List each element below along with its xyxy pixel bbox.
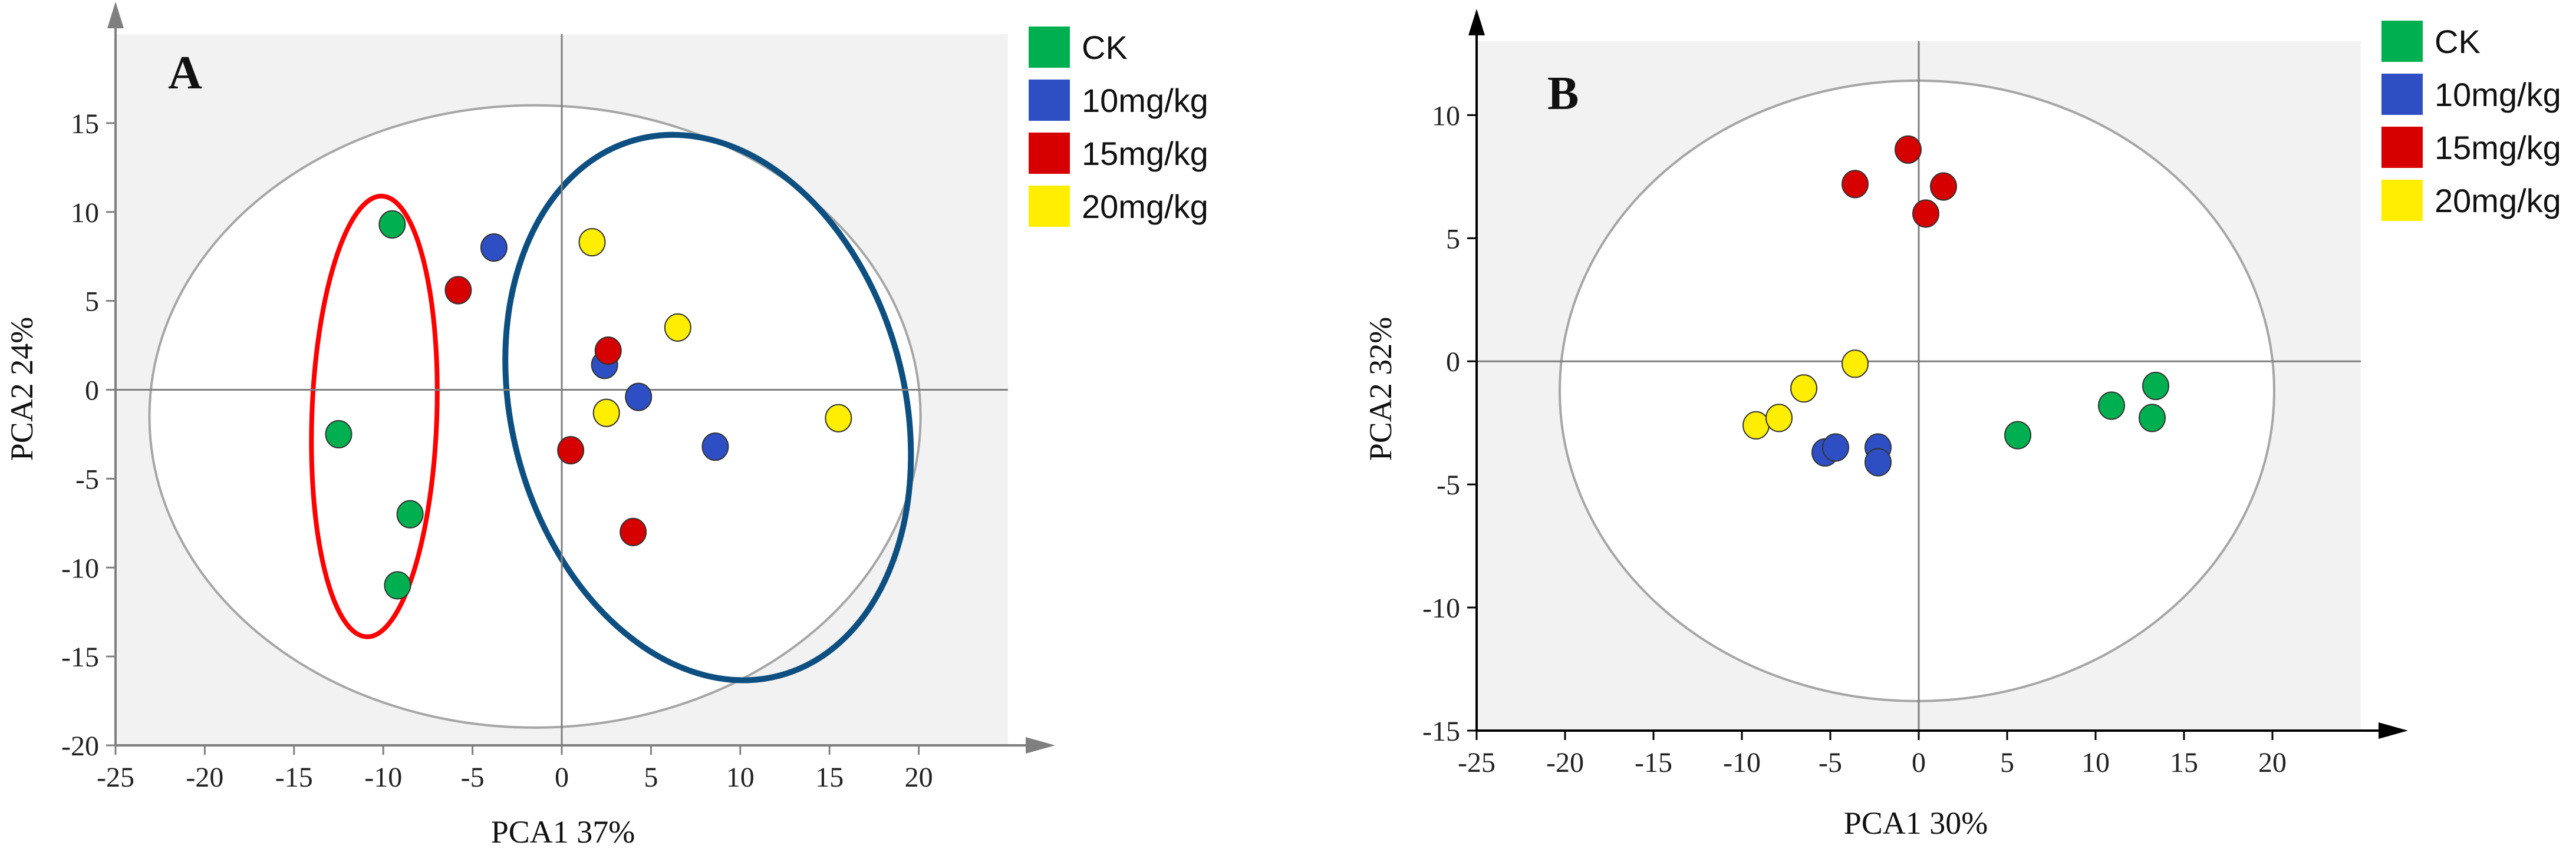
x-tick-label: 10: [2081, 747, 2110, 778]
x-tick-label: 0: [555, 762, 569, 793]
x-tick-label: 5: [2000, 747, 2014, 778]
data-point-15mg-per-kg: [444, 276, 472, 305]
panel-a: -25 -20 -15 -10 -5 0 5 10 15 20-20-15-10-5051015P…: [4, 2, 1208, 850]
x-tick-label: 20: [905, 762, 933, 793]
y-tick-label: -10: [1422, 593, 1460, 624]
legend-label: 10mg/kg: [1082, 82, 1208, 119]
y-tick-label: -10: [61, 553, 99, 584]
data-point-20mg-per-kg: [592, 398, 620, 427]
data-point-20mg-per-kg: [1765, 404, 1793, 432]
y-tick-label: 0: [85, 375, 99, 407]
legend-swatch: [1029, 186, 1070, 227]
y-tick-label: 5: [85, 286, 99, 318]
data-point-20mg-per-kg: [825, 404, 852, 432]
data-point-15mg-per-kg: [1930, 172, 1957, 201]
x-tick-label: 5: [644, 762, 658, 793]
x-tick-label: -10: [364, 762, 402, 793]
y-axis-label: PCA2 24%: [4, 317, 39, 461]
panel-letter: B: [1547, 68, 1579, 120]
x-tick-label: -5: [461, 762, 485, 793]
data-point-CK: [2142, 371, 2169, 401]
y-tick-label: 10: [1432, 100, 1460, 131]
x-axis-arrow: [2379, 722, 2408, 739]
data-point-20mg-per-kg: [578, 227, 606, 257]
data-point-15mg-per-kg: [1842, 170, 1869, 199]
y-tick-label: 15: [71, 108, 99, 140]
confidence-ellipse: [148, 104, 922, 729]
data-point-15mg-per-kg: [594, 336, 622, 365]
y-axis-arrow: [107, 2, 124, 28]
x-tick-label: -25: [1458, 747, 1495, 778]
x-tick-label: -15: [1635, 747, 1672, 778]
x-tick-label: -15: [275, 762, 313, 793]
data-point-10mg-per-kg: [1865, 448, 1892, 477]
panel-b: -25 -20 -15 -10 -5 0 5 10 15 20 -15 -10 -5 0 5 10 PCA1 3…: [1363, 9, 2561, 841]
ck-group-ellipse: [309, 193, 440, 639]
legend-swatch: [1029, 27, 1070, 68]
y-tick-label: 5: [1446, 223, 1460, 255]
data-point-20mg-per-kg: [664, 313, 691, 342]
x-tick-label: 15: [2170, 747, 2198, 778]
data-point-20mg-per-kg: [1742, 411, 1770, 440]
x-axis-arrow: [1026, 737, 1055, 754]
legend-label: 15mg/kg: [2435, 129, 2561, 166]
data-point-10mg-per-kg: [480, 233, 508, 262]
x-tick-label: -25: [97, 762, 134, 793]
x-tick-label: -20: [186, 762, 223, 793]
data-point-10mg-per-kg: [625, 382, 653, 411]
legend-swatch: [2381, 127, 2423, 168]
x-tick-label: -5: [1819, 747, 1842, 778]
legend-swatch: [2381, 21, 2423, 62]
x-tick-label: -10: [1723, 747, 1761, 778]
y-tick-label: 10: [71, 197, 99, 229]
data-point-15mg-per-kg: [557, 435, 585, 465]
data-point-CK: [378, 210, 406, 239]
x-tick-label: 10: [726, 762, 755, 793]
x-tick-label: 20: [2258, 747, 2287, 778]
data-point-20mg-per-kg: [1842, 349, 1869, 378]
data-point-CK: [2139, 404, 2166, 432]
y-tick-label: -20: [61, 731, 99, 762]
data-point-15mg-per-kg: [620, 517, 647, 547]
x-tick-label: 0: [1912, 747, 1926, 778]
y-axis-label: PCA2 32%: [1363, 317, 1398, 461]
legend-label: 15mg/kg: [1082, 135, 1208, 172]
data-point-20mg-per-kg: [1790, 374, 1817, 403]
panel-letter: A: [168, 47, 202, 99]
y-tick-label: -15: [1422, 716, 1460, 747]
data-point-CK: [2004, 421, 2031, 450]
legend-label: 20mg/kg: [1082, 188, 1208, 225]
treated-group-ellipse: [502, 131, 914, 683]
legend-label: 20mg/kg: [2435, 182, 2561, 219]
data-point-15mg-per-kg: [1912, 199, 1939, 228]
y-axis-arrow: [1468, 9, 1485, 35]
y-tick-label: 0: [1446, 346, 1460, 378]
data-point-CK: [2098, 391, 2125, 420]
x-tick-label: -20: [1546, 747, 1584, 778]
data-point-10mg-per-kg: [701, 432, 729, 461]
x-tick-label: 15: [815, 762, 844, 793]
data-point-10mg-per-kg: [1822, 433, 1849, 462]
data-point-CK: [325, 420, 353, 449]
data-point-CK: [396, 500, 424, 529]
data-point-15mg-per-kg: [1895, 135, 1922, 164]
legend-label: CK: [2435, 23, 2481, 60]
y-tick-label: -5: [75, 464, 99, 495]
data-point-CK: [384, 571, 411, 600]
x-axis-label: PCA1 30%: [1844, 805, 1988, 841]
x-axis-label: PCA1 37%: [491, 814, 635, 850]
legend-swatch: [1029, 80, 1070, 121]
legend-swatch: [2381, 180, 2423, 221]
y-tick-label: -5: [1437, 470, 1460, 501]
legend-swatch: [2381, 74, 2423, 115]
legend-label: CK: [1082, 29, 1128, 66]
y-tick-label: -15: [61, 642, 99, 673]
legend-label: 10mg/kg: [2435, 76, 2561, 113]
legend-swatch: [1029, 133, 1070, 174]
confidence-ellipse: [1559, 79, 2275, 702]
